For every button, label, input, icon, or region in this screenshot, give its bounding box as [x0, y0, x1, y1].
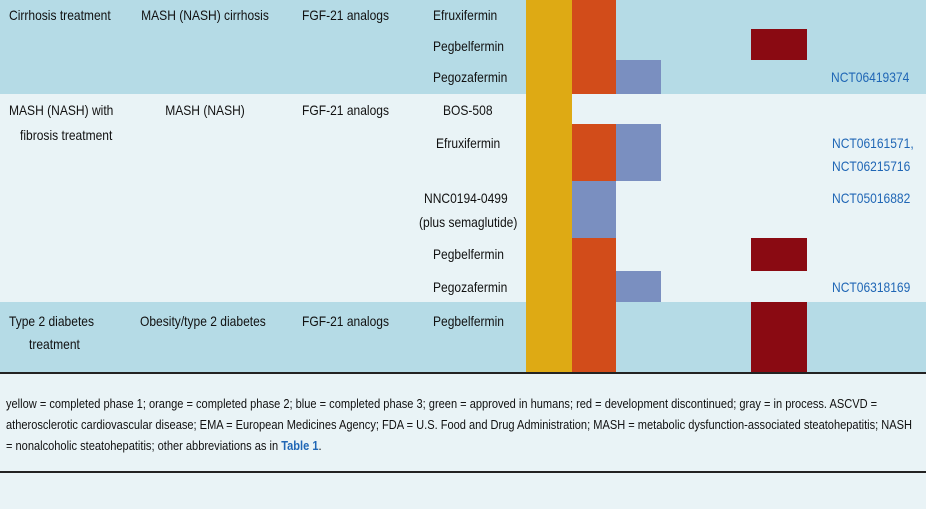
- indication-diabetes-line1: Type 2 diabetes: [9, 313, 95, 329]
- discontinued-bar-pegbelfermin-diabetes: [751, 302, 807, 372]
- indication-fibrosis-line2: fibrosis treatment: [20, 127, 113, 143]
- footnote-bottom-rule: [0, 471, 926, 473]
- drug-note-semaglutide: (plus semaglutide): [419, 214, 518, 230]
- trial-link-nct06318169[interactable]: NCT06318169: [832, 279, 911, 295]
- trial-link-nct06161571[interactable]: NCT06161571,: [832, 135, 914, 151]
- drug-pegozafermin-fibrosis: Pegozafermin: [433, 279, 508, 295]
- disease-diabetes: Obesity/type 2 diabetes: [140, 313, 266, 329]
- drug-nnc0194-0499: NNC0194-0499: [424, 190, 508, 206]
- table-footnote: yellow = completed phase 1; orange = com…: [6, 394, 918, 457]
- discontinued-bar-pegbelfermin-fibrosis: [751, 238, 807, 271]
- drug-pegbelfermin-diabetes: Pegbelfermin: [433, 313, 504, 329]
- indication-cirrhosis: Cirrhosis treatment: [9, 7, 111, 23]
- phase1-bar-column: [526, 0, 572, 372]
- footnote-end: .: [318, 439, 322, 453]
- trial-link-nct06419374[interactable]: NCT06419374: [831, 69, 910, 85]
- discontinued-bar-pegbelfermin-cirrhosis: [751, 29, 807, 60]
- drug-bos-508: BOS-508: [443, 102, 493, 118]
- trial-link-nct06215716[interactable]: NCT06215716: [832, 158, 911, 174]
- class-diabetes: FGF-21 analogs: [302, 313, 390, 329]
- class-cirrhosis: FGF-21 analogs: [302, 7, 390, 23]
- drug-efruxifermin-cirrhosis: Efruxifermin: [433, 7, 498, 23]
- indication-diabetes-line2: treatment: [29, 336, 80, 352]
- phase2-bar-efruxifermin-fibrosis: [572, 124, 616, 181]
- phase2-bar-efruxifermin-cirrhosis: [572, 0, 616, 94]
- phase3-bar-pegozafermin-cirrhosis: [616, 60, 661, 94]
- disease-cirrhosis: MASH (NASH) cirrhosis: [141, 7, 269, 23]
- indication-fibrosis-line1: MASH (NASH) with: [9, 102, 114, 118]
- phase2-bar-pegbelfermin-diabetes: [572, 302, 616, 372]
- class-fibrosis: FGF-21 analogs: [302, 102, 390, 118]
- drug-efruxifermin-fibrosis: Efruxifermin: [436, 135, 501, 151]
- footnote-text: yellow = completed phase 1; orange = com…: [6, 397, 913, 453]
- phase2-bar-nnc0194: [572, 181, 616, 238]
- table-1-link[interactable]: Table 1: [281, 439, 319, 453]
- disease-fibrosis: MASH (NASH): [165, 102, 245, 118]
- phase2-bar-pegbelfermin-fibrosis: [572, 238, 616, 302]
- trial-link-nct05016882[interactable]: NCT05016882: [832, 190, 911, 206]
- phase3-bar-efruxifermin-fibrosis: [616, 124, 661, 181]
- drug-pegozafermin-cirrhosis: Pegozafermin: [433, 69, 508, 85]
- phase3-bar-pegozafermin-fibrosis: [616, 271, 661, 302]
- drug-pegbelfermin-cirrhosis: Pegbelfermin: [433, 38, 504, 54]
- table-bottom-rule: [0, 372, 926, 374]
- drug-pegbelfermin-fibrosis: Pegbelfermin: [433, 246, 504, 262]
